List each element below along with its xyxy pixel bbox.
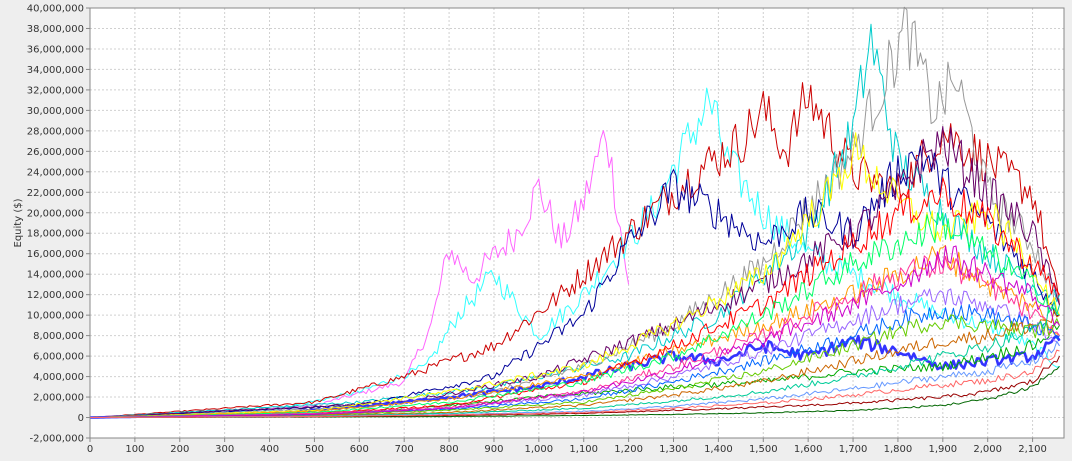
y-tick-label: 38,000,000 [27, 24, 84, 35]
x-tick-label: 1,600 [794, 444, 823, 455]
series-line-20 [90, 245, 1060, 418]
x-tick-label: 2,100 [1018, 444, 1047, 455]
series-line-24 [90, 349, 1060, 418]
y-tick-label: 12,000,000 [27, 290, 84, 301]
y-tick-label: 16,000,000 [27, 249, 84, 260]
x-tick-label: 800 [440, 444, 459, 455]
y-tick-label: 36,000,000 [27, 44, 84, 55]
y-tick-label: 2,000,000 [33, 393, 84, 404]
x-tick-label: 2,000 [973, 444, 1002, 455]
y-tick-label: 10,000,000 [27, 311, 84, 322]
x-tick-label: 1,100 [569, 444, 598, 455]
y-tick-label: 32,000,000 [27, 85, 84, 96]
series-line-6 [89, 145, 1060, 418]
x-tick-label: 400 [260, 444, 279, 455]
x-tick-label: 1,900 [928, 444, 957, 455]
y-axis-title: Equity ($) [13, 198, 24, 247]
y-tick-label: 34,000,000 [27, 65, 84, 76]
y-tick-label: 40,000,000 [27, 4, 84, 15]
x-tick-label: 1,200 [614, 444, 643, 455]
x-tick-label: 600 [350, 444, 369, 455]
x-tick-label: 500 [305, 444, 324, 455]
y-tick-label: 6,000,000 [33, 352, 84, 363]
axes: -2,000,00002,000,0004,000,0006,000,0008,… [27, 4, 1065, 455]
y-tick-label: 0 [78, 413, 84, 424]
series-line-13 [90, 212, 1060, 418]
series-line-11 [90, 244, 1060, 418]
x-tick-label: 1,500 [749, 444, 778, 455]
y-tick-label: 22,000,000 [27, 188, 84, 199]
x-tick-label: 1,800 [884, 444, 913, 455]
series-line-7 [89, 126, 1060, 418]
x-tick-label: 100 [125, 444, 144, 455]
y-tick-label: 28,000,000 [27, 126, 84, 137]
y-tick-label: 26,000,000 [27, 147, 84, 158]
y-tick-label: 18,000,000 [27, 229, 84, 240]
x-tick-label: 1,400 [704, 444, 733, 455]
y-tick-label: 8,000,000 [33, 331, 84, 342]
y-tick-label: 30,000,000 [27, 106, 84, 117]
y-tick-label: -2,000,000 [29, 434, 84, 445]
y-tick-label: 20,000,000 [27, 208, 84, 219]
x-tick-label: 700 [395, 444, 414, 455]
y-tick-label: 4,000,000 [33, 372, 84, 383]
x-tick-label: 1,000 [525, 444, 554, 455]
x-tick-label: 0 [87, 444, 93, 455]
x-tick-label: 300 [215, 444, 234, 455]
x-tick-label: 1,700 [839, 444, 868, 455]
plot-border [89, 7, 1065, 439]
series-lines [89, 6, 1061, 419]
x-tick-label: 1,300 [659, 444, 688, 455]
y-tick-label: 14,000,000 [27, 270, 84, 281]
x-tick-label: 900 [484, 444, 503, 455]
y-tick-label: 24,000,000 [27, 167, 84, 178]
x-tick-label: 200 [170, 444, 189, 455]
